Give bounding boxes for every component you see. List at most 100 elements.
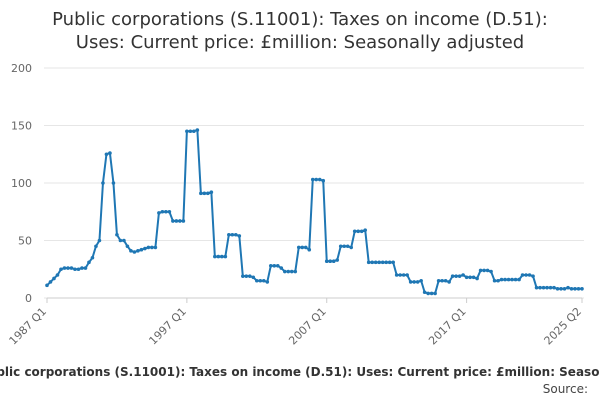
data-point — [429, 291, 434, 296]
data-point — [314, 177, 319, 182]
data-point — [576, 287, 581, 291]
y-tick-label: 150 — [11, 120, 32, 133]
data-point — [234, 232, 238, 237]
data-point — [223, 254, 228, 259]
data-point — [401, 273, 406, 277]
data-point — [258, 278, 263, 283]
data-point — [268, 264, 273, 268]
data-point — [279, 266, 284, 270]
data-point — [199, 191, 203, 196]
data-point — [366, 260, 371, 265]
data-point — [405, 273, 409, 277]
data-point — [139, 247, 144, 252]
data-point — [363, 228, 368, 232]
data-point — [408, 280, 413, 284]
data-point — [101, 181, 105, 185]
data-point — [541, 285, 546, 290]
data-point — [62, 266, 67, 270]
data-point — [380, 260, 385, 265]
data-point — [436, 278, 441, 283]
data-point — [503, 277, 507, 282]
data-point — [213, 254, 217, 259]
data-point — [310, 177, 315, 182]
data-point — [132, 250, 137, 254]
data-point — [296, 245, 301, 250]
data-point — [181, 219, 186, 223]
data-point — [471, 275, 476, 280]
data-point — [157, 211, 161, 215]
data-point — [349, 245, 354, 250]
data-point — [160, 209, 165, 214]
data-point — [202, 191, 207, 196]
data-point — [559, 287, 563, 291]
y-tick-label: 50 — [18, 235, 32, 248]
data-point — [87, 260, 91, 265]
data-point — [286, 269, 291, 274]
data-point — [317, 177, 322, 182]
data-point — [496, 278, 500, 283]
data-point — [80, 266, 84, 270]
data-point — [426, 291, 430, 296]
data-point — [251, 275, 256, 280]
data-point — [150, 245, 154, 250]
data-point — [185, 129, 189, 134]
data-point — [45, 283, 49, 288]
y-tick-label: 100 — [11, 177, 32, 190]
y-tick-label: 0 — [25, 292, 32, 305]
data-point — [303, 245, 308, 250]
data-point — [122, 238, 126, 243]
data-point — [359, 229, 364, 234]
data-point — [324, 259, 329, 264]
data-point — [94, 244, 98, 249]
data-point — [108, 151, 112, 155]
data-point — [450, 274, 455, 278]
data-point — [580, 287, 584, 291]
data-point — [440, 278, 444, 283]
data-point — [206, 191, 210, 196]
x-tick-label: 1987 Q1 — [7, 305, 50, 348]
data-point — [90, 255, 95, 260]
data-point — [321, 178, 326, 183]
data-point — [370, 260, 374, 265]
data-point — [468, 275, 472, 280]
data-point — [244, 274, 249, 278]
data-point — [188, 129, 193, 134]
data-point — [566, 285, 570, 290]
data-point — [534, 285, 539, 290]
data-point — [394, 273, 399, 277]
data-point — [261, 278, 266, 283]
data-point — [136, 249, 140, 253]
data-point — [171, 219, 175, 223]
data-point — [282, 269, 287, 274]
data-point — [146, 245, 151, 250]
data-point — [227, 232, 231, 237]
data-point — [513, 277, 518, 282]
data-point — [454, 274, 458, 278]
data-point — [545, 285, 549, 290]
data-point — [55, 273, 60, 277]
data-point — [387, 260, 392, 265]
data-point — [457, 274, 462, 278]
data-point — [548, 285, 553, 290]
data-point — [125, 244, 130, 249]
data-point — [345, 244, 350, 249]
x-tick-label: 2007 Q1 — [286, 305, 329, 348]
data-point — [422, 290, 427, 295]
data-point — [552, 285, 556, 290]
data-point — [143, 246, 147, 251]
data-point — [153, 245, 158, 250]
data-point — [482, 268, 486, 273]
data-point — [164, 209, 168, 214]
data-point — [373, 260, 378, 265]
data-point — [412, 280, 416, 284]
data-point — [209, 190, 214, 194]
data-point — [377, 260, 381, 265]
data-point — [461, 273, 465, 277]
data-point — [307, 247, 312, 252]
data-point — [174, 219, 179, 223]
data-point — [342, 244, 347, 249]
data-point — [230, 232, 235, 237]
data-point — [524, 273, 528, 277]
data-point — [220, 254, 224, 259]
data-point — [352, 229, 357, 234]
